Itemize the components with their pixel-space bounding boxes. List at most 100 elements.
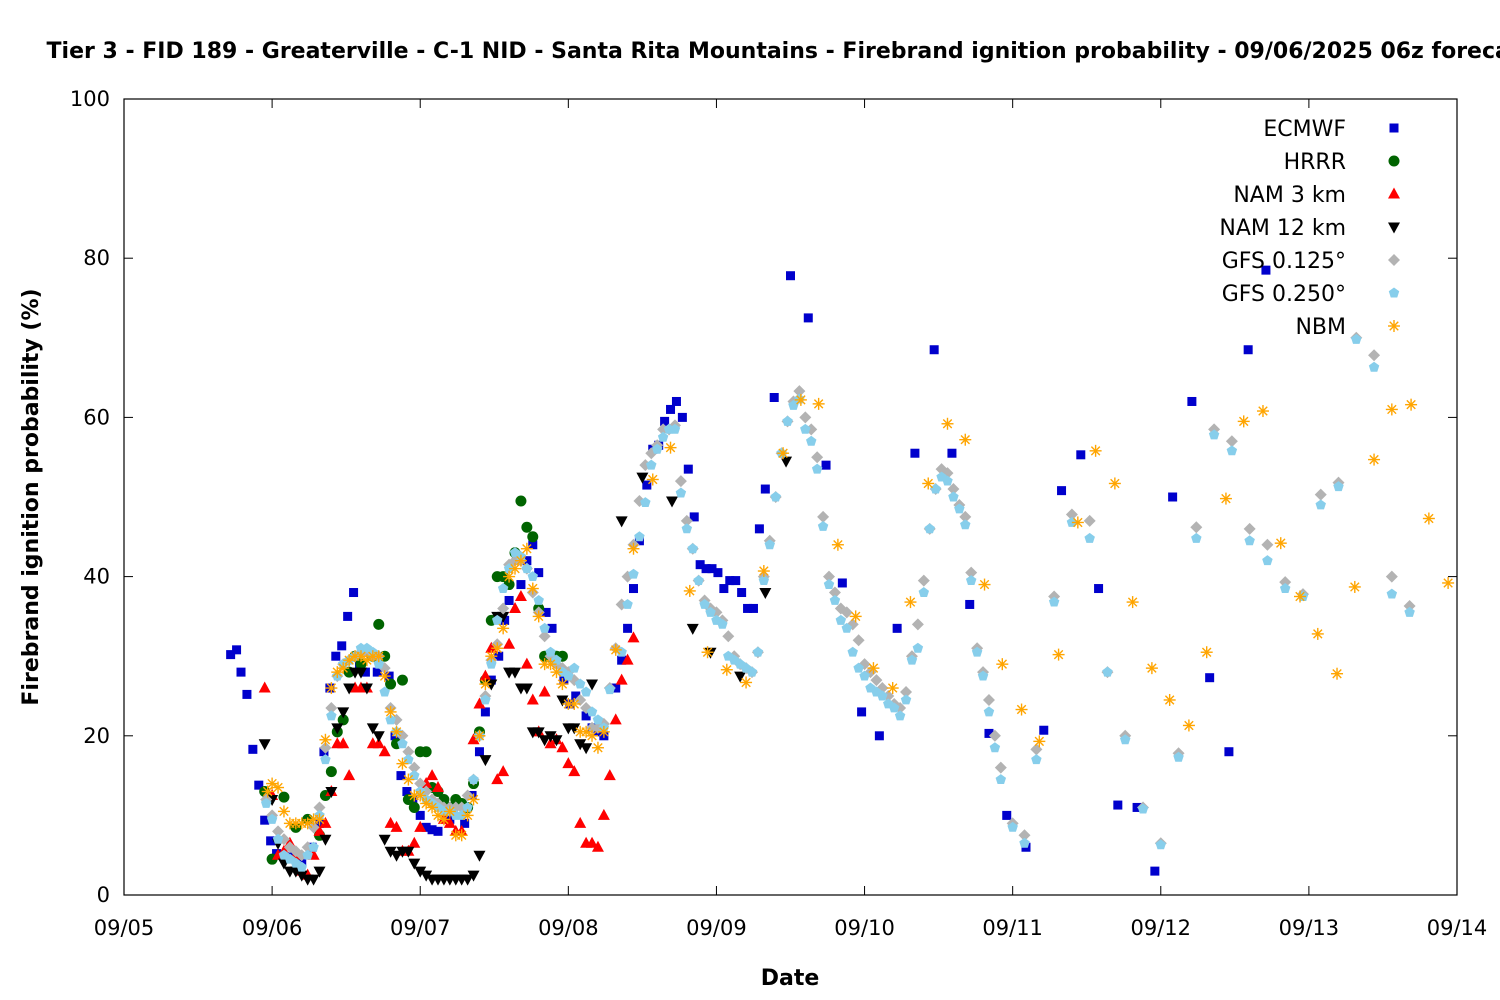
data-point — [390, 820, 403, 832]
data-point — [782, 415, 793, 426]
data-point — [414, 777, 427, 790]
legend-marker — [1388, 320, 1400, 332]
data-point — [568, 765, 581, 777]
data-point — [403, 754, 414, 765]
data-point — [707, 564, 717, 574]
data-point — [272, 825, 285, 838]
data-point — [378, 745, 391, 757]
data-point — [349, 588, 359, 598]
chart-title: Tier 3 - FID 189 - Greaterville - C-1 NI… — [47, 39, 1500, 64]
data-point — [1200, 646, 1213, 659]
data-point — [580, 686, 592, 697]
data-point — [467, 733, 480, 745]
data-point — [1225, 435, 1238, 448]
data-point — [812, 397, 825, 410]
data-point — [325, 701, 338, 714]
data-point — [1048, 596, 1060, 607]
data-point — [1191, 532, 1202, 543]
data-point — [1102, 666, 1113, 677]
data-point — [743, 603, 753, 613]
data-point — [1279, 583, 1291, 593]
data-point — [343, 683, 356, 695]
data-point — [1205, 673, 1215, 683]
data-point — [628, 568, 639, 579]
data-point — [503, 637, 516, 649]
data-point — [515, 495, 527, 507]
data-point — [1261, 538, 1274, 551]
data-point — [983, 706, 995, 717]
data-point — [754, 524, 764, 534]
data-point — [959, 510, 972, 523]
data-point — [443, 816, 456, 828]
data-point — [984, 728, 994, 738]
data-point — [615, 516, 628, 528]
data-point — [455, 829, 468, 842]
data-point — [277, 805, 290, 818]
data-point — [534, 568, 544, 578]
data-point — [545, 646, 556, 657]
data-point — [494, 651, 504, 661]
data-point — [402, 846, 415, 858]
data-point — [948, 491, 959, 502]
data-point — [551, 654, 562, 665]
data-point — [947, 448, 957, 458]
data-point — [623, 623, 633, 633]
data-point — [829, 594, 841, 605]
data-point — [509, 601, 522, 613]
legend-label: ECMWF — [1263, 117, 1346, 142]
y-tick-label: 100 — [70, 87, 110, 111]
series-nbm — [261, 393, 1455, 842]
data-point — [390, 850, 403, 862]
data-point — [1208, 429, 1220, 440]
data-point — [1256, 405, 1269, 418]
data-point — [414, 789, 427, 802]
data-point — [379, 686, 390, 697]
legend-marker — [1388, 287, 1400, 298]
data-point — [433, 826, 443, 836]
data-point — [874, 731, 884, 741]
data-point — [995, 774, 1007, 785]
data-point — [1071, 516, 1084, 529]
data-point — [615, 673, 628, 685]
data-point — [988, 729, 1001, 742]
data-point — [242, 689, 252, 699]
y-axis: 0 20 40 60 80 100 — [70, 87, 1457, 907]
data-point — [337, 662, 350, 675]
legend-label: GFS 0.250° — [1222, 282, 1346, 307]
series-hrrr — [259, 495, 568, 865]
data-point — [911, 618, 924, 631]
data-point — [544, 731, 557, 743]
data-point — [731, 576, 741, 586]
data-point — [473, 850, 486, 862]
data-point — [574, 739, 587, 751]
data-point — [1052, 648, 1065, 661]
data-point — [556, 695, 569, 707]
data-point — [378, 834, 391, 846]
data-point — [479, 678, 492, 691]
data-point — [497, 583, 509, 593]
data-point — [331, 651, 341, 661]
data-point — [1294, 590, 1307, 603]
data-point — [384, 705, 397, 718]
data-point — [1226, 445, 1238, 456]
data-point — [337, 714, 349, 726]
data-point — [509, 562, 522, 575]
data-point — [485, 679, 498, 691]
data-point — [396, 674, 408, 686]
data-point — [794, 393, 807, 406]
data-point — [719, 584, 729, 594]
data-point — [686, 623, 699, 635]
data-point — [468, 774, 479, 785]
data-point — [646, 459, 657, 470]
data-point — [479, 755, 492, 767]
data-point — [930, 483, 941, 494]
data-point — [1120, 734, 1131, 745]
data-point — [396, 757, 409, 770]
data-point — [331, 666, 344, 679]
data-point — [669, 423, 681, 434]
data-point — [1083, 514, 1096, 527]
data-point — [817, 510, 830, 523]
legend-label: HRRR — [1284, 150, 1346, 175]
data-point — [994, 761, 1007, 774]
data-point — [521, 563, 533, 574]
